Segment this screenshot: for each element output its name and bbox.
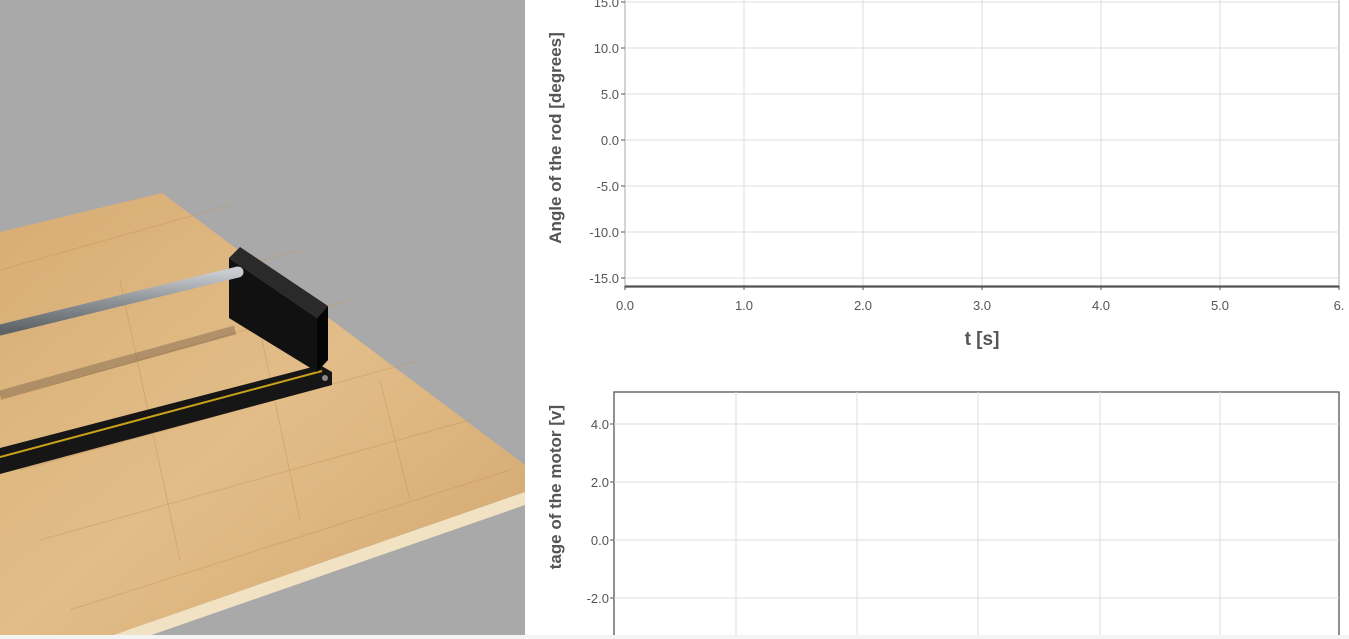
- angle-y-tick-label: 0.0: [601, 133, 619, 148]
- angle-chart-grid: [624, 0, 1340, 286]
- angle-y-tick-label: 5.0: [601, 87, 619, 102]
- angle-x-tick-label: 2.0: [854, 298, 872, 313]
- scene-canvas[interactable]: [0, 0, 525, 639]
- angle-y-tick-label: -15.0: [589, 271, 619, 286]
- plots-panel: 15.0 10.0 5.0 0.0 -5.0 -10.0 -15.0 0.0 1.0 2.0 3.…: [525, 0, 1349, 639]
- 3d-viewport[interactable]: [0, 0, 525, 639]
- end-bracket-front: [229, 258, 317, 372]
- bottom-strip: [0, 635, 1349, 639]
- rod-shadow: [0, 325, 237, 400]
- voltage-y-tick-label: -2.0: [587, 591, 609, 606]
- voltage-chart-grid: [614, 392, 1339, 639]
- angle-y-tick-label: -5.0: [597, 179, 619, 194]
- angle-y-tick-label: 10.0: [594, 41, 619, 56]
- table-edge: [102, 492, 525, 639]
- angle-y-tick-label: 15.0: [594, 0, 619, 10]
- rod: [0, 266, 244, 336]
- pivot-screw: [322, 375, 328, 381]
- end-bracket-top: [229, 247, 328, 318]
- angle-y-tick-label: -10.0: [589, 225, 619, 240]
- plots-canvas: 15.0 10.0 5.0 0.0 -5.0 -10.0 -15.0 0.0 1.0 2.0 3.…: [546, 0, 1344, 639]
- voltage-y-tick-label: 4.0: [591, 417, 609, 432]
- table-surface: [0, 193, 525, 639]
- voltage-chart-y-ticks: 4.0 2.0 0.0 -2.0: [587, 417, 614, 606]
- angle-x-tick-label: 0.0: [616, 298, 634, 313]
- angle-x-tick-label: 4.0: [1092, 298, 1110, 313]
- voltage-y-tick-label: 2.0: [591, 475, 609, 490]
- end-bracket-side: [317, 306, 328, 372]
- voltage-y-tick-label: 0.0: [591, 533, 609, 548]
- angle-chart-x-ticks: 0.0 1.0 2.0 3.0 4.0 5.0 6.: [616, 285, 1345, 313]
- angle-chart-x-label: t [s]: [965, 329, 1000, 350]
- angle-x-tick-label: 3.0: [973, 298, 991, 313]
- voltage-chart-frame: [613, 391, 1340, 639]
- angle-chart: 15.0 10.0 5.0 0.0 -5.0 -10.0 -15.0 0.0 1.0 2.0 3.…: [546, 0, 1344, 350]
- voltage-chart: 4.0 2.0 0.0 -2.0 tage of the motor [v]: [546, 391, 1340, 639]
- angle-chart-y-label: Angle of the rod [degrees]: [546, 32, 565, 244]
- angle-x-tick-label: 1.0: [735, 298, 753, 313]
- voltage-chart-y-label: tage of the motor [v]: [546, 405, 565, 569]
- rail-stripe: [0, 370, 323, 458]
- angle-x-tick-label: 6.: [1334, 298, 1345, 313]
- angle-x-tick-label: 5.0: [1211, 298, 1229, 313]
- angle-chart-y-ticks: 15.0 10.0 5.0 0.0 -5.0 -10.0 -15.0: [589, 0, 625, 286]
- rail-track: [0, 365, 332, 474]
